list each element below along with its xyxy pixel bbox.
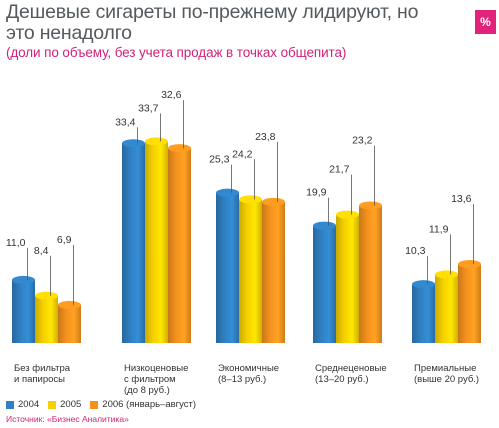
chart-legend: 2004 2005 2006 (январь–август): [6, 399, 205, 410]
bar-2005-3: [336, 214, 359, 343]
value-label-2004-4: 10,3: [405, 245, 426, 257]
category-label-2-1: (8–13 руб.): [218, 374, 266, 385]
category-label-4-1: (выше 20 руб.): [414, 374, 479, 385]
bar-cap-2006-4: [458, 260, 481, 269]
legend-label-2005: 2005: [60, 399, 82, 410]
category-label-4-0: Премиальные: [414, 363, 476, 374]
bar-2004-4: [412, 284, 435, 343]
bar-2004-3: [313, 225, 336, 343]
category-label-0-0: Без фильтра: [14, 363, 71, 374]
category-label-0-1: и папиросы: [14, 374, 65, 385]
value-label-2006-2: 23,8: [255, 131, 276, 143]
bar-cap-2004-3: [313, 221, 336, 230]
bar-cap-2006-3: [359, 201, 382, 210]
legend-item-2004: 2004: [6, 399, 39, 410]
bar-cap-2004-2: [216, 188, 239, 197]
chart-title: Дешевые сигареты по-прежнему лидируют, н…: [6, 1, 419, 44]
category-label-1-1: с фильтром: [124, 374, 176, 385]
value-label-2004-2: 25,3: [209, 154, 230, 166]
value-label-2004-0: 11,0: [6, 237, 26, 249]
percent-badge: %: [475, 10, 496, 34]
value-label-2005-0: 8,4: [34, 245, 49, 257]
legend-item-2005: 2005: [48, 399, 81, 410]
value-label-2004-3: 19,9: [306, 187, 327, 199]
value-label-2005-4: 11,9: [429, 223, 449, 235]
bar-2006-0: [58, 304, 81, 343]
value-label-2006-3: 23,2: [352, 134, 373, 146]
value-label-2006-4: 13,6: [451, 193, 472, 205]
bar-cap-2005-0: [35, 291, 58, 300]
value-label-2005-2: 24,2: [232, 148, 253, 160]
bar-cap-2006-0: [58, 300, 81, 309]
bar-cap-2004-4: [412, 280, 435, 289]
bar-2006-4: [458, 264, 481, 343]
legend-swatch-2005: [48, 400, 57, 409]
category-label-1-2: (до 8 руб.): [124, 385, 170, 396]
value-label-2004-1: 33,4: [115, 116, 136, 128]
bar-cap-2004-1: [122, 139, 145, 148]
bar-2004-2: [216, 192, 239, 343]
bar-cap-2005-2: [239, 195, 262, 204]
bar-cap-2006-1: [168, 144, 191, 153]
category-label-2-0: Экономичные: [218, 363, 279, 374]
legend-swatch-2004: [6, 400, 14, 409]
bar-cap-2005-1: [145, 137, 168, 146]
category-label-1-0: Низкоценовые: [124, 363, 188, 374]
category-label-3-1: (13–20 руб.): [315, 374, 369, 385]
category-label-3-0: Среднеценовые: [315, 363, 387, 374]
bar-cap-2004-0: [12, 275, 35, 284]
source-note: Источник: «Бизнес Аналитика»: [6, 414, 129, 424]
bar-cap-2005-4: [435, 270, 458, 279]
value-label-2005-1: 33,7: [138, 102, 159, 114]
bar-2004-1: [122, 143, 145, 343]
bar-2005-1: [145, 141, 168, 343]
bar-cap-2006-2: [262, 197, 285, 206]
legend-label-2004: 2004: [18, 399, 40, 410]
bar-2006-1: [168, 148, 191, 343]
bar-2006-3: [359, 205, 382, 343]
legend-swatch-2006: [90, 400, 99, 409]
bar-2006-2: [262, 201, 285, 343]
legend-label-2006: 2006 (январь–август): [102, 399, 197, 410]
bar-2005-0: [35, 295, 58, 343]
value-label-2006-0: 6,9: [57, 234, 72, 246]
value-label-2006-1: 32,6: [161, 89, 182, 101]
legend-item-2006: 2006 (январь–август): [90, 399, 196, 410]
bar-2005-4: [435, 274, 458, 343]
chart-subtitle: (доли по объему, без учета продаж в точк…: [6, 45, 347, 60]
bar-cap-2005-3: [336, 210, 359, 219]
bar-2004-0: [12, 279, 35, 343]
bar-2005-2: [239, 199, 262, 343]
value-label-2005-3: 21,7: [329, 164, 350, 176]
